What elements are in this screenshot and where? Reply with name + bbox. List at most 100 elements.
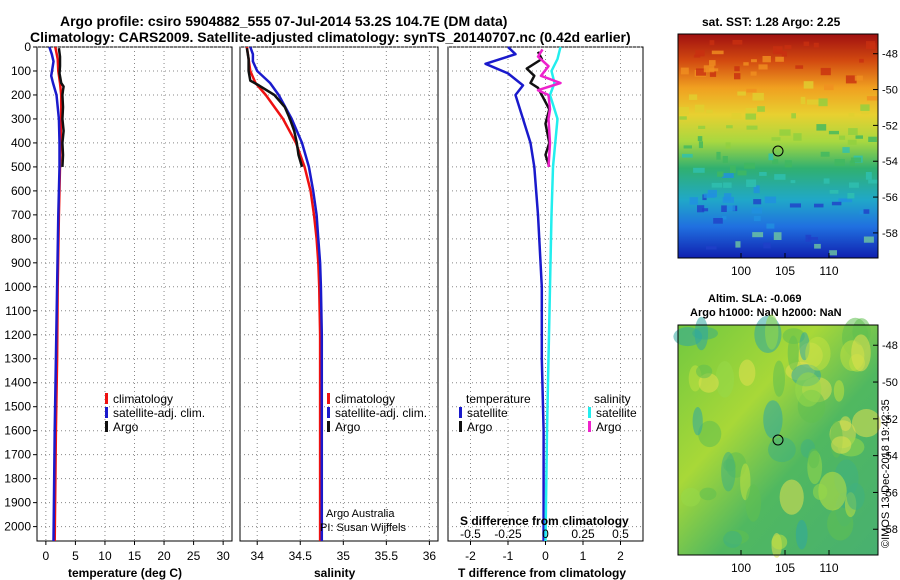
legend-label-climatology: climatology — [113, 392, 173, 406]
sla-blob — [768, 437, 796, 463]
x-tick-label: 2 — [617, 549, 624, 563]
sst-pixel — [713, 218, 723, 224]
sla-blob — [694, 316, 709, 351]
depth-tick-label: 1300 — [4, 352, 31, 366]
depth-tick-label: 500 — [11, 160, 31, 174]
series-line-climatology — [245, 46, 322, 541]
depth-tick-label: 600 — [11, 184, 31, 198]
salinity-panel-frame — [239, 46, 439, 542]
sst-pixel — [752, 92, 764, 101]
sst-pixel — [814, 203, 824, 208]
sst-pixel — [680, 67, 689, 75]
sst-pixel — [716, 151, 721, 160]
sst-pixel — [730, 165, 736, 173]
sst-pixel — [860, 104, 870, 111]
sst-pixel — [824, 84, 834, 91]
x-tick-label: 35 — [337, 549, 351, 563]
sst-pixel — [866, 41, 876, 49]
map-lat-label: -50 — [882, 377, 898, 389]
sst-pixel — [855, 135, 863, 139]
sst-pixel — [708, 68, 719, 72]
sst-pixel — [706, 246, 717, 250]
sst-pixel — [732, 40, 743, 45]
s-x-tick-label: 0 — [542, 527, 549, 541]
sst-pixel — [682, 153, 693, 158]
sla-blob — [721, 451, 736, 492]
sla-blob — [745, 484, 761, 522]
sla-blob — [779, 479, 804, 515]
sst-pixel — [679, 116, 687, 120]
x-tick-label: 20 — [157, 549, 171, 563]
temperature-grid — [37, 46, 232, 541]
sst-pixel — [750, 71, 757, 76]
sst-pixel — [795, 65, 804, 69]
sst-pixel — [764, 196, 777, 204]
sst-pixel — [766, 223, 775, 229]
sst-pixel — [706, 109, 713, 114]
depth-tick-label: 300 — [11, 112, 31, 126]
sst-pixel — [849, 182, 859, 188]
legend-swatch-satellite — [327, 407, 330, 418]
sst-pixel — [814, 243, 821, 249]
legend-swatch-argo — [105, 421, 108, 432]
sst-pixel — [838, 198, 848, 202]
sst-pixel — [751, 207, 762, 214]
argo-location-marker — [772, 434, 784, 446]
sst-pixel — [688, 94, 698, 100]
sst-pixel — [859, 210, 865, 215]
sla-blob — [851, 334, 871, 372]
temperature-series — [48, 46, 65, 542]
sla-map-axes: -48 -50 -52 -54 -56 -58 100 105 110 — [731, 340, 898, 575]
sst-pixel — [746, 179, 757, 187]
sst-pixel — [709, 40, 715, 46]
sst-pixel — [689, 197, 698, 205]
sst-pixel — [773, 46, 783, 53]
sst-pixel — [768, 153, 774, 161]
sst-pixel — [772, 158, 779, 165]
depth-tick-label: 800 — [11, 232, 31, 246]
sla-blob — [795, 519, 808, 550]
legend-label-s-satellite: satellite — [596, 406, 637, 420]
map-lon-label: 105 — [775, 264, 795, 278]
sla-blob — [833, 380, 845, 402]
sst-pixel — [757, 106, 765, 112]
depth-tick-label: 200 — [11, 88, 31, 102]
sla-blob — [723, 530, 742, 548]
legend-label-s-argo: Argo — [596, 420, 622, 434]
sst-pixel — [773, 232, 782, 240]
sst-map-title: sat. SST: 1.28 Argo: 2.25 — [702, 15, 841, 29]
sst-pixel — [722, 216, 727, 220]
sst-pixel — [848, 128, 858, 135]
sst-pixel — [753, 199, 762, 205]
sla-blob — [763, 400, 783, 439]
legend-swatch-t-argo — [459, 421, 462, 432]
title-line-1: Argo profile: csiro 5904882_555 07-Jul-2… — [60, 13, 507, 29]
legend-swatch-satellite — [105, 407, 108, 418]
sla-blob — [692, 407, 703, 436]
legend-swatch-t-satellite — [459, 407, 462, 418]
sst-pixel — [816, 124, 827, 131]
depth-tick-label: 1100 — [5, 304, 31, 318]
sst-pixel — [803, 41, 810, 47]
sst-pixel — [847, 139, 857, 145]
map-lat-label: -50 — [882, 85, 898, 97]
sst-pixel — [863, 236, 874, 243]
sst-pixel — [734, 73, 741, 80]
temperature-panel-frame — [36, 46, 233, 542]
temperature-xlabel: temperature (deg C) — [68, 566, 182, 580]
difference-legend: temperature salinity satellite Argo sate… — [459, 392, 637, 434]
x-tick-label: 34 — [251, 549, 265, 563]
sst-pixel — [820, 67, 831, 76]
sst-pixel — [745, 113, 756, 120]
sst-pixel — [823, 178, 830, 184]
legend-label-climatology: climatology — [335, 392, 395, 406]
sla-blob — [699, 487, 717, 501]
sla-blob — [696, 364, 713, 379]
sst-pixel — [722, 173, 734, 178]
sst-pixel — [695, 50, 705, 57]
x-tick-label: 0 — [542, 549, 549, 563]
sst-pixel — [845, 75, 857, 84]
x-tick-label: 10 — [98, 549, 112, 563]
legend-label-argo: Argo — [335, 420, 361, 434]
map-lon-label: 105 — [775, 561, 795, 575]
